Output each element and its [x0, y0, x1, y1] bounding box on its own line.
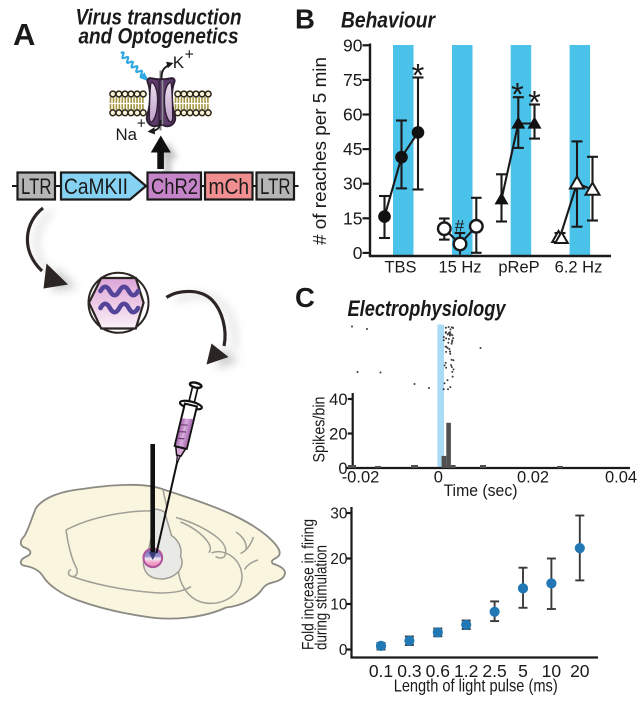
svg-text:Electrophysiology: Electrophysiology [348, 296, 507, 321]
svg-text:90: 90 [343, 35, 363, 55]
svg-text:Na: Na [116, 125, 138, 144]
svg-text:60: 60 [343, 105, 363, 125]
svg-text:15 Hz: 15 Hz [438, 259, 481, 277]
svg-text:0.1: 0.1 [369, 661, 393, 681]
svg-text:75: 75 [343, 70, 362, 90]
svg-text:LTR: LTR [21, 174, 52, 199]
svg-text:5: 5 [518, 661, 528, 681]
svg-text:B: B [295, 4, 315, 35]
svg-text:0.02: 0.02 [517, 468, 549, 486]
svg-text:0: 0 [338, 460, 347, 478]
svg-text:+: + [137, 116, 146, 133]
svg-text:15: 15 [343, 208, 362, 228]
svg-text:0.6: 0.6 [426, 661, 450, 681]
svg-text:-0.02: -0.02 [342, 468, 380, 486]
svg-text:Fold increase in firing: Fold increase in firing [300, 519, 318, 650]
svg-text:*: * [511, 76, 524, 112]
svg-text:Spikes/bin: Spikes/bin [311, 397, 329, 463]
svg-text:Time (sec): Time (sec) [444, 481, 518, 500]
svg-text:pReP: pReP [498, 259, 539, 277]
svg-text:30: 30 [330, 506, 348, 523]
svg-text:*: * [528, 84, 541, 120]
svg-text:Behaviour: Behaviour [341, 8, 436, 33]
svg-text:10: 10 [542, 661, 562, 681]
svg-text:0.3: 0.3 [397, 661, 421, 681]
svg-text:K: K [173, 53, 185, 72]
svg-text:Virus transduction: Virus transduction [76, 5, 242, 30]
svg-text:45: 45 [343, 139, 362, 159]
svg-text:0: 0 [339, 642, 348, 659]
svg-text:2.5: 2.5 [482, 661, 506, 681]
svg-text:20: 20 [570, 661, 590, 681]
svg-text:0: 0 [353, 243, 363, 263]
svg-text:1.2: 1.2 [454, 661, 478, 681]
svg-text:Length of light pulse (ms): Length of light pulse (ms) [394, 676, 558, 696]
svg-text:+: + [185, 47, 194, 64]
svg-text:10: 10 [330, 597, 348, 614]
svg-text:6.2 Hz: 6.2 Hz [555, 259, 603, 277]
svg-text:CaMKII: CaMKII [64, 174, 128, 199]
svg-text:during stimulation: during stimulation [313, 545, 331, 650]
svg-text:0: 0 [434, 468, 443, 486]
svg-text:and Optogenetics: and Optogenetics [79, 24, 239, 49]
svg-text:#: # [455, 217, 465, 236]
svg-text:# of reaches per 5 min: # of reaches per 5 min [309, 57, 330, 245]
svg-text:20: 20 [330, 551, 348, 568]
svg-text:0.04: 0.04 [605, 468, 637, 486]
svg-text:LTR: LTR [260, 174, 291, 199]
svg-text:30: 30 [343, 174, 363, 194]
svg-text:C: C [295, 282, 315, 313]
svg-text:40: 40 [329, 391, 347, 409]
svg-text:ChR2: ChR2 [151, 174, 198, 199]
svg-text:20: 20 [329, 425, 347, 443]
svg-text:A: A [13, 17, 35, 52]
svg-text:mCh: mCh [209, 174, 250, 199]
svg-text:TBS: TBS [384, 259, 416, 277]
svg-text:*: * [412, 57, 425, 93]
